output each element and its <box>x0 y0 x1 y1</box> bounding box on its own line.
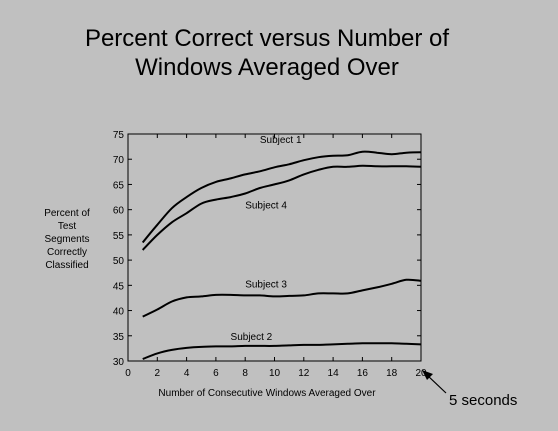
series-line-subject-2 <box>142 342 422 360</box>
annotation-5-seconds: 5 seconds <box>422 370 517 409</box>
x-tick-label: 0 <box>125 368 131 379</box>
y-tick-label: 40 <box>113 307 125 318</box>
annotation-arrow-head <box>422 370 433 380</box>
y-axis-label-line: Test <box>58 221 77 232</box>
x-tick-label: 20 <box>415 368 427 379</box>
x-tick-label: 12 <box>298 368 310 379</box>
y-tick-label: 45 <box>113 281 125 292</box>
y-axis-label-line: Percent of <box>44 208 90 219</box>
x-tick-label: 14 <box>328 368 340 379</box>
series-line-subject-4 <box>141 164 422 251</box>
series-layer: Subject 1 Subject 4 Subject 3 Subject 2 <box>141 135 422 360</box>
x-tick-label: 4 <box>184 368 190 379</box>
series-label-subject-1: Subject 1 <box>260 135 302 146</box>
chart-title-line2: Windows Averaged Over <box>135 54 399 81</box>
x-axis-label: Number of Consecutive Windows Averaged O… <box>158 388 376 399</box>
x-tick-label: 6 <box>213 368 219 379</box>
axis-ticks: 0 2 4 6 8 10 12 14 16 18 20 30 35 40 45 50 55 60 65 70 75 <box>113 130 427 379</box>
x-tick-label: 16 <box>357 368 369 379</box>
y-tick-label: 35 <box>113 332 125 343</box>
y-tick-label: 55 <box>113 231 125 242</box>
y-tick-label: 70 <box>113 155 125 166</box>
x-tick-label: 10 <box>269 368 281 379</box>
series-label-subject-4: Subject 4 <box>245 201 287 212</box>
y-axis-label: Percent of Test Segments Correctly Class… <box>44 208 90 271</box>
y-tick-label: 75 <box>113 130 125 141</box>
y-tick-label: 30 <box>113 357 125 368</box>
chart-title-line1: Percent Correct versus Number of <box>85 25 449 52</box>
annotation-text: 5 seconds <box>449 392 517 409</box>
x-tick-label: 8 <box>242 368 248 379</box>
x-tick-label: 18 <box>386 368 398 379</box>
y-tick-label: 65 <box>113 180 125 191</box>
series-label-subject-2: Subject 2 <box>231 332 273 343</box>
series-line-subject-1 <box>141 150 422 244</box>
annotation-arrow-shaft <box>426 374 447 394</box>
x-tick-label: 2 <box>155 368 161 379</box>
series-line-subject-3 <box>142 278 422 318</box>
y-tick-label: 60 <box>113 206 125 217</box>
series-label-subject-3: Subject 3 <box>245 279 287 290</box>
y-axis-label-line: Classified <box>45 260 88 271</box>
y-axis-label-line: Correctly <box>47 247 87 258</box>
y-axis-label-line: Segments <box>44 234 89 245</box>
y-tick-label: 50 <box>113 256 125 267</box>
